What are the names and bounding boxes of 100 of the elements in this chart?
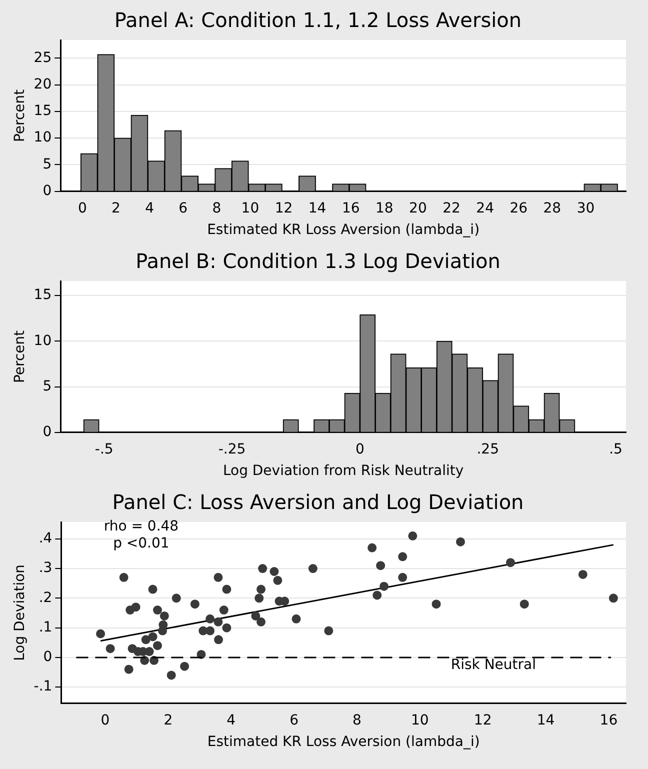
x-tick-label: 22 (442, 200, 460, 216)
point (256, 584, 266, 594)
point (222, 584, 232, 594)
point (214, 635, 224, 644)
point (308, 564, 318, 574)
point (376, 561, 386, 570)
annotation: p <0.01 (113, 536, 170, 552)
x-tick-label: 12 (274, 200, 293, 216)
point (273, 576, 282, 585)
y-tick-label: 20 (34, 76, 52, 92)
point (251, 611, 260, 620)
point (214, 617, 223, 626)
x-axis-title: Estimated KR Loss Aversion (lambda_i) (207, 222, 480, 238)
x-tick-label: -.25 (218, 441, 246, 458)
x-tick-label: 24 (476, 200, 494, 216)
point (96, 629, 106, 638)
x-tick-label: 6 (290, 712, 299, 728)
x-tick-label: 2 (112, 200, 120, 216)
point (180, 662, 190, 671)
x-tick-label: 20 (409, 200, 427, 216)
x-axis-title: Estimated KR Loss Aversion (lambda_i) (207, 734, 480, 750)
chart-title: Panel B: Condition 1.3 Log Deviation (136, 249, 500, 274)
point (578, 570, 588, 579)
y-axis-title: Log Deviation (12, 564, 28, 661)
point (206, 626, 215, 636)
x-tick-label: 10 (241, 200, 260, 216)
point (398, 552, 408, 562)
y-tick-label: 5 (42, 378, 52, 394)
y-axis-title: Percent (12, 330, 28, 384)
point (456, 537, 465, 546)
x-tick-label: 14 (536, 712, 555, 728)
point (160, 611, 169, 620)
point (520, 600, 529, 609)
point (506, 558, 516, 568)
point (608, 594, 618, 603)
point (119, 572, 128, 582)
x-tick-label: 8 (352, 712, 362, 728)
y-tick-label: 15 (34, 103, 52, 120)
y-tick-label: .1 (38, 619, 52, 636)
y-tick-label: -.1 (34, 678, 52, 695)
y-tick-label: .3 (38, 560, 52, 576)
y-tick-label: 25 (34, 50, 52, 66)
y-tick-label: 0 (43, 649, 52, 666)
point (172, 594, 181, 603)
x-tick-label: 26 (510, 200, 528, 216)
x-tick-label: 28 (543, 200, 562, 216)
point (141, 635, 150, 644)
point (206, 614, 215, 624)
point (131, 602, 140, 612)
point (258, 564, 268, 574)
point (432, 600, 441, 609)
x-axis-title: Log Deviation from Risk Neutrality (222, 463, 464, 480)
x-tick-label: 16 (600, 712, 618, 728)
point (324, 626, 334, 636)
point (254, 594, 264, 603)
point (140, 656, 150, 665)
y-tick-label: 10 (34, 332, 52, 349)
x-tick-label: 2 (164, 712, 173, 728)
point (106, 644, 115, 654)
point (408, 531, 418, 540)
ref-line-label: Risk Neutral (450, 657, 536, 674)
point (398, 572, 408, 582)
x-tick-label: 4 (145, 200, 154, 216)
x-tick-label: .25 (476, 441, 499, 458)
point (214, 572, 223, 582)
point (152, 641, 162, 650)
point (124, 664, 134, 674)
x-tick-label: 0 (78, 200, 87, 216)
point (368, 543, 377, 552)
y-tick-label: 15 (34, 287, 52, 304)
point (372, 590, 382, 600)
x-tick-label: -.5 (94, 441, 114, 458)
point (148, 632, 158, 642)
point (148, 584, 158, 594)
y-tick-label: 0 (42, 183, 52, 200)
x-tick-label: 30 (576, 200, 595, 216)
point (166, 670, 176, 680)
x-tick-label: 0 (355, 441, 364, 458)
y-tick-label: 0 (42, 424, 52, 440)
y-axis-title: Percent (12, 88, 28, 142)
point (270, 567, 279, 576)
annotation: rho = 0.48 (104, 518, 179, 535)
x-tick-label: 4 (226, 712, 236, 728)
chart-title: Panel C: Loss Aversion and Log Deviation (112, 490, 524, 514)
y-tick-label: 10 (34, 130, 52, 146)
point (190, 600, 200, 609)
x-tick-label: 0 (100, 712, 110, 728)
x-tick-label: .5 (609, 441, 622, 458)
point (256, 617, 266, 626)
point (380, 582, 389, 591)
x-tick-label: 6 (178, 200, 188, 216)
x-tick-label: 8 (212, 200, 222, 216)
x-tick-label: 12 (474, 712, 492, 728)
point (292, 614, 301, 624)
chart-title: Panel A: Condition 1.1, 1.2 Loss Aversion (114, 8, 522, 32)
y-tick-label: .2 (38, 590, 52, 606)
x-tick-label: 16 (342, 200, 360, 216)
point (219, 606, 228, 615)
x-tick-label: 10 (410, 712, 429, 728)
point (222, 623, 232, 632)
